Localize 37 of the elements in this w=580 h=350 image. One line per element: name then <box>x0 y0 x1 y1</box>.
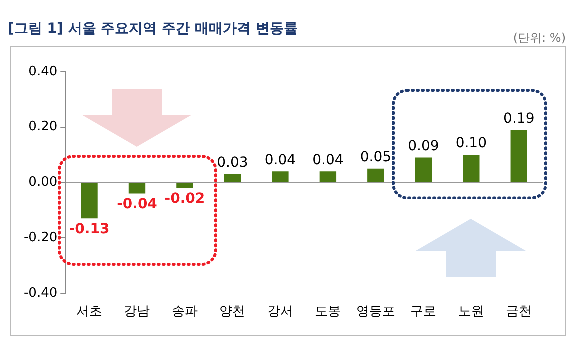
bar <box>510 130 528 182</box>
y-tick-label: -0.40 <box>24 286 58 301</box>
bar <box>368 168 384 182</box>
data-label: 0.05 <box>360 150 392 166</box>
text: (단위: %) <box>513 30 566 47</box>
data-label: 0.19 <box>504 110 535 127</box>
data-label: 0.03 <box>217 155 248 172</box>
y-tick-label: 0.40 <box>28 64 58 80</box>
x-tick-label: 송파 <box>172 304 198 320</box>
bar <box>224 174 242 182</box>
y-tick-label: -0.20 <box>24 230 58 246</box>
data-label: 0.04 <box>312 152 344 168</box>
y-tick-label: 0.00 <box>28 175 58 190</box>
data-label: -0.13 <box>69 221 110 238</box>
chart-title: [그림 1] 서울 주요지역 주간 매매가격 변동률 <box>8 20 298 38</box>
x-tick-label: 영등포 <box>356 304 396 320</box>
bar <box>272 172 289 182</box>
x-tick-label: 금천 <box>506 304 532 320</box>
y-tick-label: 0.20 <box>28 120 58 135</box>
x-tick-label: 도봉 <box>315 304 342 320</box>
bar <box>128 183 146 194</box>
bar <box>415 158 432 182</box>
data-label: 0.10 <box>456 136 487 152</box>
bar <box>320 172 337 182</box>
data-label: -0.02 <box>164 190 206 207</box>
x-tick-label: 강남 <box>124 304 150 320</box>
data-label: 0.09 <box>408 138 440 154</box>
x-tick-label: 구로 <box>410 304 437 320</box>
x-tick-label: 양천 <box>220 304 246 320</box>
x-tick-label: 노원 <box>458 304 484 320</box>
x-tick-label: 강서 <box>267 304 294 320</box>
bar <box>81 183 98 219</box>
data-label: -0.04 <box>117 196 158 212</box>
bar <box>176 183 194 188</box>
bar <box>463 155 480 182</box>
data-label: 0.04 <box>264 152 296 168</box>
x-tick-label: 서초 <box>76 304 103 320</box>
